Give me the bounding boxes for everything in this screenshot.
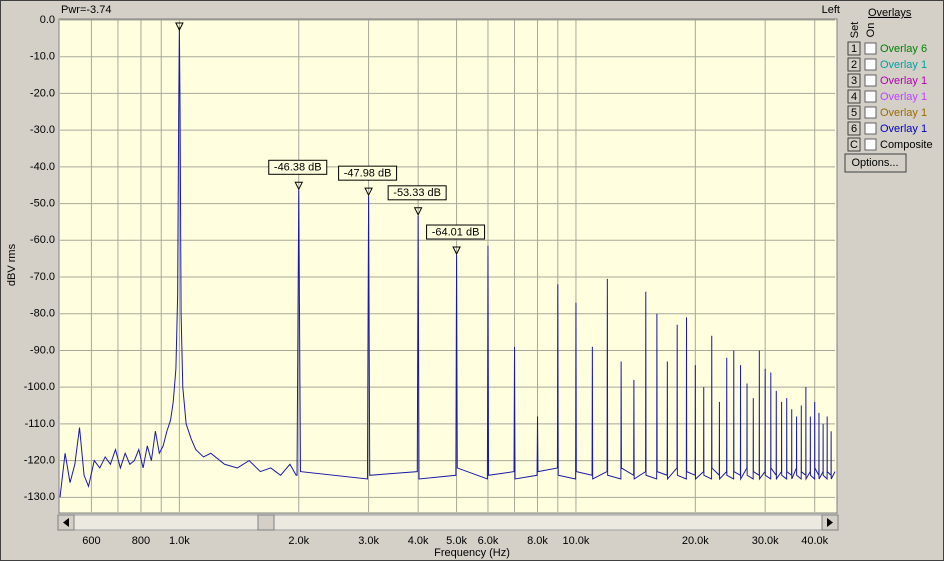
y-tick-label: -60.0 — [30, 234, 55, 246]
y-tick-label: -80.0 — [30, 308, 55, 320]
set-key: 1 — [851, 43, 857, 55]
overlay-name: Overlay 6 — [880, 43, 927, 55]
marker — [364, 187, 373, 197]
on-checkbox[interactable] — [864, 106, 877, 119]
options-label: Options... — [851, 157, 898, 169]
y-tick-label: -90.0 — [30, 344, 55, 356]
x-tick-label: 30.0k — [752, 535, 779, 547]
y-tick-label: -30.0 — [30, 124, 55, 136]
marker — [175, 22, 184, 32]
scroll-thumb[interactable] — [257, 514, 275, 531]
set-key: 2 — [851, 59, 857, 71]
on-header: On — [865, 23, 877, 38]
x-tick-label: 2.0k — [288, 535, 309, 547]
marker-label-box — [426, 224, 486, 240]
set-button[interactable] — [847, 41, 861, 56]
marker-label-box — [387, 185, 447, 201]
y-tick-label: 0.0 — [40, 14, 55, 26]
y-tick-label: -70.0 — [30, 271, 55, 283]
marker — [294, 181, 304, 191]
marker-label: -47.98 dB — [338, 165, 398, 181]
set-button[interactable] — [847, 137, 861, 152]
set-button[interactable] — [847, 89, 861, 104]
marker-label-text: -46.38 dB — [274, 162, 322, 174]
on-checkbox[interactable] — [864, 122, 877, 135]
overlay-name: Overlay 1 — [880, 123, 927, 135]
marker-label-text: -64.01 dB — [432, 226, 480, 238]
set-header: Set — [849, 22, 861, 39]
marker-label-text: -53.33 dB — [393, 187, 441, 199]
x-tick-label: 600 — [82, 535, 100, 547]
y-tick-label: -40.0 — [30, 161, 55, 173]
marker — [413, 207, 423, 216]
y-tick-label: -130.0 — [24, 491, 55, 503]
set-key: 4 — [851, 91, 857, 103]
set-key: C — [850, 139, 858, 151]
x-tick-label: 6.0k — [478, 535, 499, 547]
y-tick-label: -100.0 — [24, 381, 55, 393]
on-checkbox[interactable] — [864, 58, 877, 71]
y-tick-label: -50.0 — [30, 197, 55, 209]
marker — [452, 246, 461, 256]
on-checkbox[interactable] — [864, 74, 877, 87]
y-tick-label: -110.0 — [25, 418, 55, 430]
spectrum-trace — [59, 27, 836, 498]
channel-label: Left — [822, 4, 840, 16]
y-tick-label: -120.0 — [24, 455, 55, 467]
set-button[interactable] — [847, 121, 861, 136]
x-tick-label: 5.0k — [446, 535, 467, 547]
set-button[interactable] — [847, 105, 861, 120]
set-key: 5 — [851, 107, 857, 119]
options-button[interactable] — [844, 153, 907, 173]
x-tick-label: 800 — [132, 535, 150, 547]
overlay-panel: Overlays Set On Options... 1 Overlay 6 2 Ov… — [844, 7, 933, 173]
x-tick-label: 1.0k — [169, 535, 190, 547]
arrow-right — [827, 518, 833, 527]
scrollbar — [57, 514, 839, 531]
overlay-name: Overlay 1 — [880, 91, 927, 103]
power-readout: Pwr=-3.74 — [61, 4, 111, 16]
y-axis-label: dBV rms — [6, 243, 18, 286]
marker-label-box — [338, 165, 398, 181]
x-axis-label: Frequency (Hz) — [434, 547, 510, 559]
x-tick-label: 10.0k — [562, 535, 589, 547]
marker-label-box — [268, 159, 328, 175]
overlay-name: Overlay 1 — [880, 107, 927, 119]
arrow-left — [63, 518, 69, 527]
x-tick-label: 20.0k — [682, 535, 709, 547]
marker-label: -46.38 dB — [268, 159, 328, 175]
marker-label: -53.33 dB — [387, 185, 447, 201]
on-checkbox[interactable] — [864, 90, 877, 103]
x-tick-label: 3.0k — [358, 535, 379, 547]
y-tick-label: -20.0 — [30, 87, 55, 99]
on-checkbox[interactable] — [864, 138, 877, 151]
panel-title: Overlays — [868, 7, 912, 19]
set-button[interactable] — [847, 73, 861, 88]
scroll-track — [57, 514, 839, 531]
set-button[interactable] — [847, 57, 861, 72]
x-tick-label: 40.0k — [801, 535, 828, 547]
marker-label-text: -47.98 dB — [344, 168, 392, 180]
set-key: 3 — [851, 75, 857, 87]
set-key: 6 — [851, 123, 857, 135]
marker-label: -64.01 dB — [426, 224, 486, 240]
on-checkbox[interactable] — [864, 42, 877, 55]
x-tick-label: 4.0k — [408, 535, 429, 547]
overlay-name: Overlay 1 — [880, 75, 927, 87]
x-tick-label: 8.0k — [527, 535, 548, 547]
overlay-name: Composite — [880, 139, 933, 151]
y-tick-label: -10.0 — [30, 51, 55, 63]
overlay-name: Overlay 1 — [880, 59, 927, 71]
